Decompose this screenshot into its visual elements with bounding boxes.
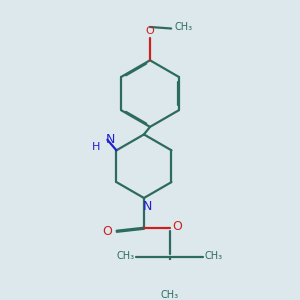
Text: O: O [173,220,183,233]
Text: O: O [102,225,112,238]
Text: CH₃: CH₃ [160,290,179,300]
Text: CH₃: CH₃ [117,250,135,260]
Text: CH₃: CH₃ [205,250,223,260]
Text: O: O [146,26,154,36]
Text: N: N [142,200,152,212]
Text: CH₃: CH₃ [174,22,192,32]
Text: N: N [106,133,115,146]
Text: H: H [92,142,100,152]
